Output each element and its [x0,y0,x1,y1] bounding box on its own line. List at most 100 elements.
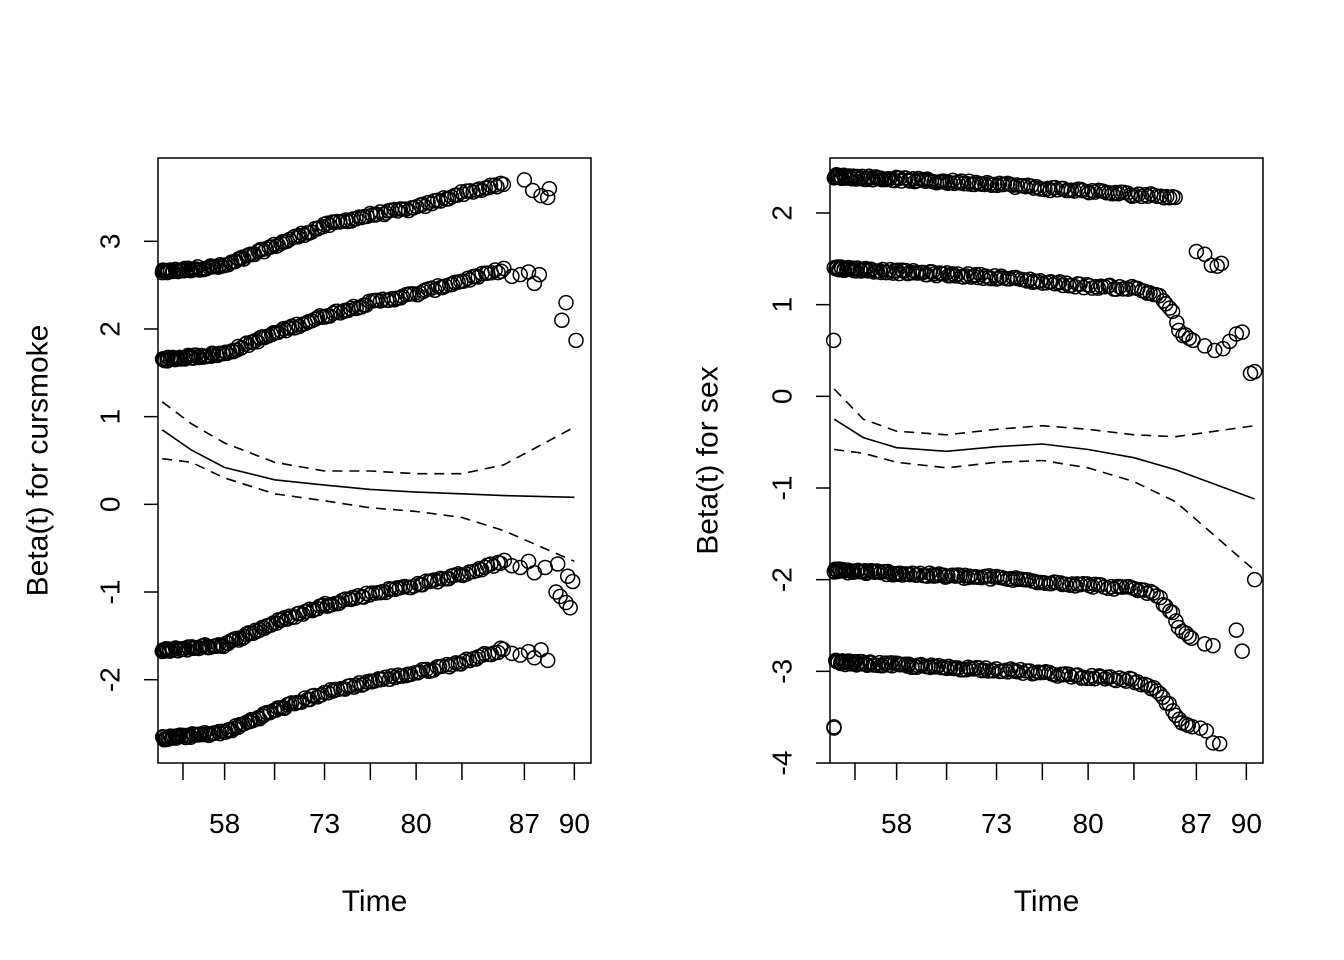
residual-point [314,597,331,614]
y-tick-label: 0 [767,389,798,405]
residual-point [288,316,305,333]
residual-point [947,268,964,284]
residual-point [495,641,511,658]
residual-point [432,193,449,209]
residual-point [1032,273,1049,289]
y-tick-label: 0 [95,497,126,513]
y-axis-title: Beta(t) for cursmoke [22,325,55,597]
residual-point [539,189,556,206]
residual-point [398,201,414,217]
residual-point [1181,628,1197,645]
residual-point [1205,735,1221,751]
chart-panel-2: -4 -3 -2 -1 0 1 2 58 73 80 87 90 Time Beta(t) for sex [692,157,1264,918]
residual-point [1081,278,1098,294]
residual-point [217,344,234,360]
residual-point [1234,324,1250,340]
residual-point [1184,719,1201,735]
residual-point [1206,342,1223,359]
residual-point [1178,625,1194,642]
residual-point [1087,670,1103,687]
residual-point [1203,257,1220,273]
residual-point [1137,187,1154,203]
residual-point [564,573,581,590]
residual-point [1205,637,1221,654]
y-tick-label: 3 [95,234,126,250]
residual-point [558,594,574,611]
residual-point [1103,578,1119,595]
residual-band-2 [154,260,584,369]
residual-point [826,720,842,736]
residual-point [489,179,505,195]
residual-point [504,557,520,574]
residual-point [1164,604,1181,621]
residual-point [898,170,914,186]
residual-point [1064,576,1081,592]
x-tick-label: 90 [559,808,590,839]
residual-point [520,643,537,660]
residual-point [512,266,528,283]
residual-point [825,332,842,349]
residual-point [1170,619,1187,636]
residual-point [568,332,584,349]
residual-band-4 [154,640,556,748]
residual-point [1146,680,1162,696]
residual-point [1213,255,1230,272]
residual-point [1075,576,1092,592]
residual-point [345,298,362,315]
residual-point [1246,571,1263,588]
residual-band-3 [826,561,1263,659]
x-tick-label: 58 [209,808,240,839]
residual-point [492,555,509,571]
residual-point [495,176,512,193]
residual-point [1183,630,1200,646]
residual-point [212,256,228,273]
residual-band-1 [826,167,1230,274]
residual-point [1152,589,1168,606]
residual-point [1052,274,1068,290]
residual-point [928,568,944,584]
plot-frame [829,157,1264,764]
residual-point [456,653,472,669]
residual-point [552,588,568,605]
residual-point [1169,314,1185,331]
upper-ci-line [833,388,1255,438]
x-tick-label: 87 [1181,808,1212,839]
residual-point [1211,736,1228,752]
residual-band-4 [826,652,1228,752]
plot-frame [157,157,592,764]
residual-point [359,208,375,225]
y-tick-label: -3 [767,659,798,684]
residual-point [493,263,509,280]
residual-point [943,267,959,284]
residual-point [504,645,520,662]
residual-point [1196,246,1213,262]
residual-point [298,603,315,620]
residual-point [458,651,475,667]
residual-point [882,565,899,581]
residual-point [1164,303,1181,320]
y-tick-label: 2 [767,205,798,221]
chart-panel-1: -2 -1 0 1 2 3 58 73 80 87 90 Time Beta(t) for cursmo… [22,157,592,918]
residual-point [1161,300,1178,316]
residual-point [504,268,520,285]
x-axis-title: Time [1014,885,1080,918]
y-tick-label: -2 [767,567,798,592]
residual-point [458,566,475,582]
residual-point [826,719,842,735]
residual-point [1188,243,1205,260]
fitted-beta-line [833,418,1255,500]
residual-point [1149,188,1165,205]
residual-point [309,309,326,326]
residual-point [1129,674,1146,690]
residual-point [1111,279,1128,295]
residual-point [1055,277,1071,294]
residual-point [874,657,891,674]
residual-point [526,275,543,292]
residual-point [512,647,528,663]
residual-point [293,225,310,242]
residual-point [983,270,999,287]
residual-point [374,671,391,688]
residual-point [1114,579,1130,595]
x-tick-label: 80 [1073,808,1104,839]
